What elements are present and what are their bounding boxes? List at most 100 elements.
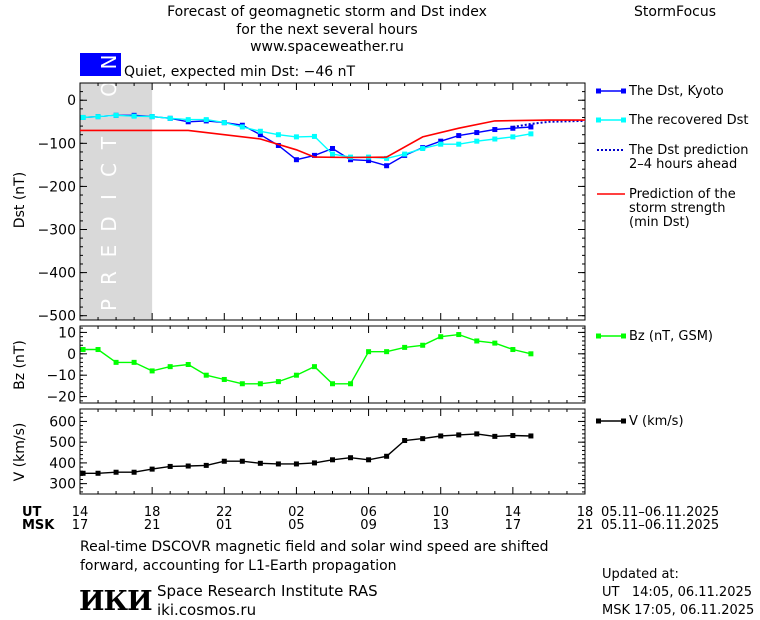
y-tick-label: −300 bbox=[38, 223, 76, 239]
data-point bbox=[510, 125, 516, 131]
legend-label: storm strength bbox=[629, 201, 726, 216]
y-tick-label: −100 bbox=[38, 136, 76, 152]
org-site[interactable]: iki.cosmos.ru bbox=[157, 601, 257, 619]
data-point bbox=[492, 433, 498, 439]
data-point bbox=[438, 141, 444, 147]
prediction-letter: T bbox=[97, 136, 121, 150]
v-axis-label: V (km/s) bbox=[12, 423, 28, 482]
data-point bbox=[438, 433, 444, 439]
data-point bbox=[113, 469, 119, 475]
msk-tick-label: 21 bbox=[144, 518, 161, 533]
data-point bbox=[293, 461, 299, 467]
data-point bbox=[330, 145, 335, 151]
data-point bbox=[95, 470, 101, 476]
status-text: Quiet, expected min Dst: −46 nT bbox=[124, 64, 356, 80]
series-line bbox=[83, 333, 532, 385]
data-point bbox=[402, 344, 408, 350]
y-tick-label: 0 bbox=[67, 347, 76, 363]
ut-tick-label: 22 bbox=[216, 505, 233, 520]
msk-tick-label: 13 bbox=[432, 518, 449, 533]
data-point bbox=[402, 151, 408, 157]
data-point bbox=[456, 432, 462, 438]
v-plot-frame bbox=[79, 408, 586, 495]
prediction-letter: P bbox=[97, 299, 121, 311]
series-line bbox=[80, 119, 585, 159]
site-url[interactable]: www.spaceweather.ru bbox=[250, 39, 404, 55]
footnote: Real-time DSCOVR magnetic field and sola… bbox=[80, 538, 549, 576]
data-point bbox=[456, 133, 462, 139]
legend-label: The Dst prediction bbox=[628, 143, 749, 158]
y-tick-label: 600 bbox=[49, 414, 76, 430]
data-point bbox=[221, 120, 227, 126]
updated-label: Updated at: bbox=[602, 567, 679, 582]
legend-marker bbox=[596, 418, 601, 424]
ut-tick-label: 18 bbox=[577, 505, 594, 520]
legend-marker bbox=[596, 88, 601, 94]
chart-title-line1: Forecast of geomagnetic storm and Dst in… bbox=[167, 4, 487, 20]
data-point bbox=[474, 130, 480, 136]
data-point bbox=[275, 142, 281, 148]
data-point bbox=[185, 117, 191, 123]
data-point bbox=[167, 115, 173, 121]
data-point bbox=[203, 117, 209, 123]
data-point bbox=[293, 157, 299, 163]
legend-label: 2–4 hours ahead bbox=[629, 157, 737, 172]
data-point bbox=[510, 347, 516, 353]
data-point bbox=[366, 349, 372, 355]
data-point bbox=[510, 433, 516, 439]
ut-date-range: 05.11–06.11.2025 bbox=[601, 505, 719, 520]
msk-tick-label: 05 bbox=[288, 518, 305, 533]
data-point bbox=[348, 381, 354, 387]
bz-plot-frame bbox=[79, 325, 586, 404]
data-point bbox=[311, 364, 317, 370]
data-point bbox=[167, 364, 173, 370]
data-point bbox=[420, 145, 426, 151]
ut-tick-label: 18 bbox=[144, 505, 161, 520]
data-point bbox=[293, 372, 299, 378]
data-point bbox=[113, 112, 119, 118]
series-line bbox=[83, 114, 532, 160]
org-name: Space Research Institute RAS bbox=[157, 582, 378, 600]
data-point bbox=[528, 433, 534, 439]
data-point bbox=[275, 461, 281, 467]
legend-label: (min Dst) bbox=[629, 215, 690, 230]
ut-tick-label: 14 bbox=[505, 505, 522, 520]
data-point bbox=[366, 457, 372, 463]
data-point bbox=[528, 351, 534, 357]
data-point bbox=[420, 342, 426, 348]
legend-marker bbox=[621, 88, 626, 94]
prediction-letter: I bbox=[97, 194, 121, 200]
data-point bbox=[311, 460, 317, 466]
data-point bbox=[257, 128, 263, 134]
y-tick-label: −500 bbox=[38, 309, 76, 325]
data-point bbox=[239, 124, 245, 130]
chart-title-line2: for the next several hours bbox=[236, 22, 417, 38]
ut-axis-label: UT bbox=[22, 505, 42, 520]
legend-label: The recovered Dst bbox=[628, 113, 748, 128]
data-point bbox=[528, 131, 534, 137]
legend-marker bbox=[621, 117, 626, 123]
data-point bbox=[384, 155, 390, 161]
data-point bbox=[239, 381, 245, 387]
data-point bbox=[402, 438, 408, 444]
series-line bbox=[512, 119, 586, 128]
data-point bbox=[474, 138, 480, 144]
legend-marker bbox=[621, 418, 626, 424]
time-axis: UT MSK 14171821220102050609101314171821 … bbox=[22, 505, 719, 533]
data-point bbox=[330, 457, 335, 463]
y-tick-label: 500 bbox=[49, 435, 76, 451]
msk-date-range: 05.11–06.11.2025 bbox=[601, 518, 719, 533]
bz-panel: 10 0 −10 −20 Bz (nT) bbox=[12, 325, 586, 406]
data-point bbox=[131, 469, 137, 475]
data-point bbox=[510, 134, 516, 140]
iki-logo: ИКИ bbox=[79, 586, 153, 617]
y-tick-label: 400 bbox=[49, 456, 76, 472]
legend-marker bbox=[621, 333, 626, 339]
prediction-letter: C bbox=[97, 163, 121, 177]
legend-marker bbox=[596, 333, 601, 339]
data-point bbox=[131, 359, 137, 365]
bz-axis-label: Bz (nT) bbox=[12, 340, 28, 390]
